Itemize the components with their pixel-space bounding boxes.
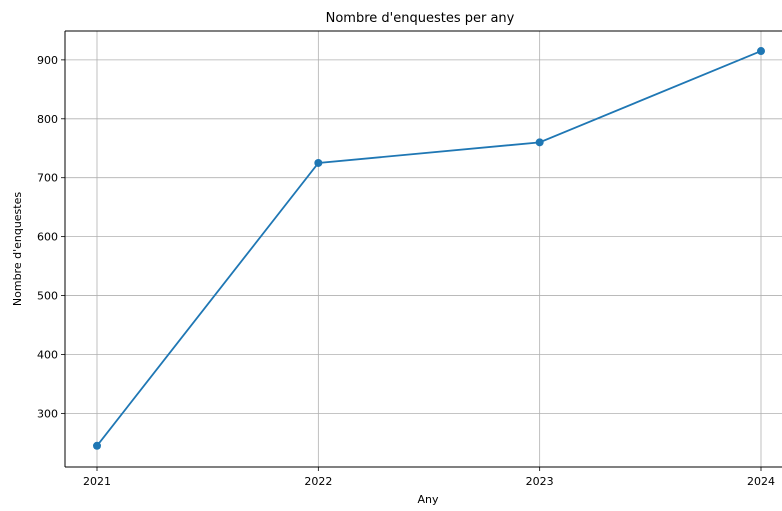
x-tick-label: 2021	[83, 475, 111, 488]
data-point	[93, 441, 101, 450]
y-tick-label: 900	[37, 54, 58, 67]
y-axis-label: Nombre d'enquestes	[11, 192, 24, 306]
y-tick-label: 700	[37, 172, 58, 185]
y-tick-label: 600	[37, 231, 58, 244]
y-tick-label: 300	[37, 407, 58, 420]
axes-layer	[64, 30, 782, 468]
data-point	[314, 158, 323, 167]
series-layer	[93, 47, 765, 450]
grid-layer	[65, 31, 782, 467]
x-tick-label: 2024	[747, 475, 775, 488]
y-tick-label: 800	[37, 113, 58, 126]
y-tick-label: 500	[37, 290, 58, 303]
x-tick-label: 2023	[526, 475, 554, 488]
data-point	[757, 47, 765, 56]
series-line	[96, 50, 762, 447]
x-tick-label: 2022	[304, 475, 332, 488]
x-axis-label: Any	[417, 493, 438, 506]
data-point	[535, 138, 544, 147]
chart-title: Nombre d'enquestes per any	[326, 11, 515, 26]
ticks-layer: 2021 2022 2023 2024 300 400 500 600 700 800 900	[37, 54, 775, 488]
y-tick-label: 400	[37, 348, 58, 361]
